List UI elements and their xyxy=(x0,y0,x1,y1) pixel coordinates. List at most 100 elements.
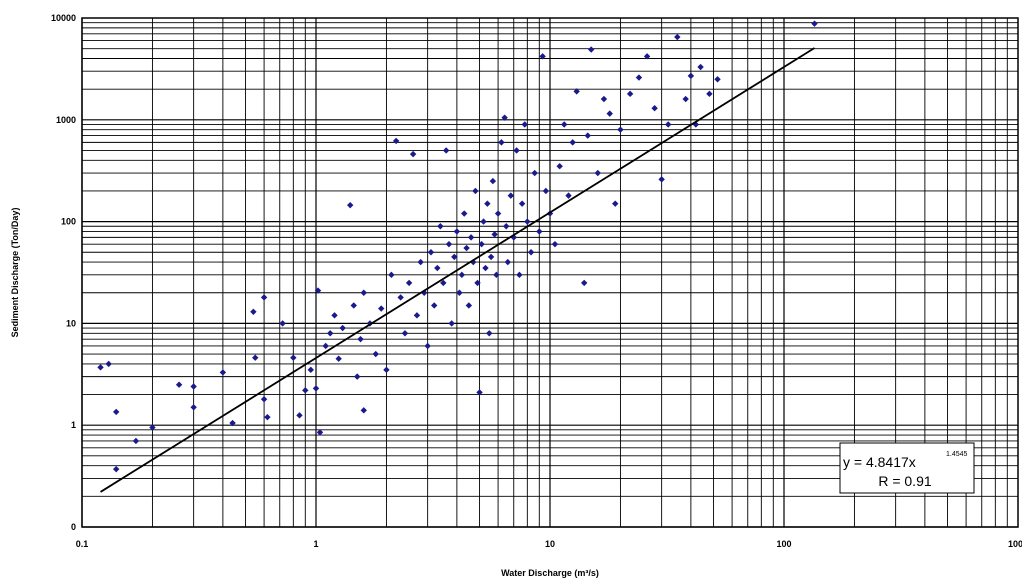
data-point xyxy=(665,121,672,128)
data-point xyxy=(682,95,689,103)
data-point xyxy=(498,139,505,146)
data-point xyxy=(312,385,320,392)
data-point xyxy=(494,210,502,217)
y-tick-label: 10000 xyxy=(51,13,76,23)
equation-annotation: y = 4.8417x 1.4545 R = 0.91 xyxy=(839,442,975,494)
data-point xyxy=(190,404,197,411)
data-point xyxy=(322,342,329,350)
data-point xyxy=(594,169,601,177)
data-point xyxy=(354,373,361,380)
data-point xyxy=(327,330,334,337)
data-point xyxy=(448,320,455,327)
data-point xyxy=(392,137,400,145)
data-point xyxy=(504,258,511,266)
data-point xyxy=(513,147,520,154)
data-point xyxy=(635,74,643,81)
data-point xyxy=(482,264,489,272)
x-tick-label: 100 xyxy=(776,539,791,549)
data-point xyxy=(409,150,417,158)
data-point xyxy=(260,396,268,403)
data-point xyxy=(401,330,409,337)
data-point xyxy=(714,76,721,83)
data-point xyxy=(360,407,367,414)
data-point xyxy=(573,88,580,95)
data-point xyxy=(132,437,140,445)
data-point xyxy=(472,187,479,195)
data-point xyxy=(453,228,461,235)
data-point xyxy=(440,279,447,287)
data-point xyxy=(486,330,493,337)
data-point xyxy=(388,271,395,279)
x-tick-label: 10 xyxy=(545,539,555,549)
data-point xyxy=(405,279,413,287)
y-tick-label: 1000 xyxy=(56,115,76,125)
data-point xyxy=(413,312,421,319)
data-point xyxy=(706,90,713,98)
y-tick-label: 100 xyxy=(61,217,76,227)
data-point xyxy=(461,210,468,217)
data-point xyxy=(626,90,634,98)
data-point xyxy=(357,335,364,343)
x-axis-title: Water Discharge (m³/s) xyxy=(501,568,599,578)
data-point xyxy=(260,294,268,301)
data-point xyxy=(458,271,466,279)
data-point xyxy=(811,20,818,27)
data-point xyxy=(569,139,576,146)
data-point xyxy=(331,312,338,319)
data-point xyxy=(397,294,404,301)
data-point xyxy=(296,412,303,419)
y-axis-title: Sediment Discharge (Ton/Day) xyxy=(10,208,20,338)
data-point xyxy=(539,53,546,60)
y-axis-ticks: 0 1 10 100 1000 10000 xyxy=(51,13,76,532)
data-point xyxy=(279,320,286,327)
data-point xyxy=(339,324,346,332)
data-point xyxy=(531,169,538,177)
data-point xyxy=(606,110,613,117)
data-point xyxy=(503,223,510,230)
trend-line xyxy=(100,47,815,493)
y-tick-label: 10 xyxy=(66,318,76,328)
data-point xyxy=(474,279,481,287)
equation-exponent: 1.4545 xyxy=(946,451,968,458)
data-point xyxy=(219,369,227,376)
data-point xyxy=(378,305,385,312)
data-point xyxy=(588,46,595,53)
data-point xyxy=(476,389,483,396)
data-point xyxy=(491,231,498,238)
data-point xyxy=(229,419,236,427)
data-point xyxy=(580,279,588,287)
data-point xyxy=(651,105,658,112)
data-point xyxy=(565,192,572,199)
data-point xyxy=(478,240,485,248)
equation-text: y = 4.8417x xyxy=(843,454,916,470)
data-point xyxy=(456,289,463,296)
data-point xyxy=(252,354,259,361)
data-point xyxy=(360,289,367,296)
data-point xyxy=(112,465,120,473)
data-point xyxy=(431,302,438,309)
data-point xyxy=(424,342,431,350)
data-point xyxy=(551,240,559,248)
data-point xyxy=(493,271,500,279)
data-point xyxy=(437,223,444,230)
y-tick-label: 0 xyxy=(71,522,76,532)
data-point xyxy=(556,163,563,170)
data-point xyxy=(521,121,528,128)
data-point xyxy=(536,228,543,235)
data-point xyxy=(105,360,112,368)
data-point xyxy=(417,258,424,266)
data-point xyxy=(451,253,458,261)
data-point xyxy=(507,192,515,199)
data-point xyxy=(617,126,624,133)
data-point xyxy=(175,381,183,388)
data-point xyxy=(697,63,704,71)
data-point xyxy=(484,200,491,207)
data-point xyxy=(524,218,531,225)
data-point xyxy=(687,72,695,80)
data-point xyxy=(643,53,651,60)
data-point xyxy=(149,424,156,431)
data-point xyxy=(516,271,523,279)
data-point xyxy=(584,132,591,139)
data-point xyxy=(561,121,568,128)
